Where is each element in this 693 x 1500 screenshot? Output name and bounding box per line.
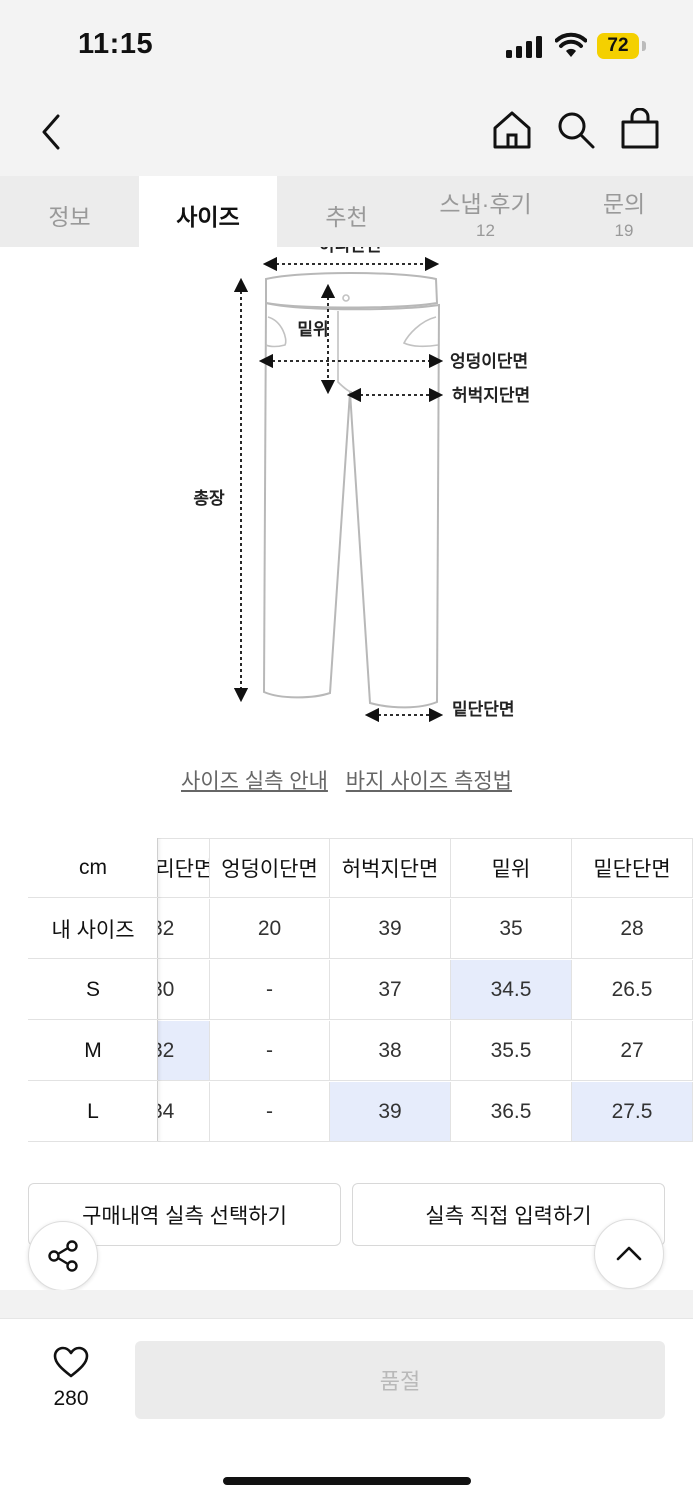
back-arrow-icon[interactable] (36, 112, 70, 152)
tab-inquiry[interactable]: 문의 19 (555, 176, 693, 247)
pants-size-diagram: 허리단면 밑위 엉덩이단면 허벅지단면 총장 (0, 247, 693, 747)
chevron-up-icon (616, 1246, 642, 1261)
label-waist: 허리단면 (319, 247, 382, 256)
purchase-history-button[interactable]: 구매내역 실측 선택하기 (28, 1183, 341, 1246)
wifi-icon (555, 32, 587, 57)
table-header-cell: 엉덩이단면 (210, 838, 330, 898)
table-header-cell: 밑위 (451, 838, 572, 898)
cellular-signal-icon (506, 36, 542, 58)
label-hip: 엉덩이단면 (450, 352, 528, 372)
table-cell: 37 (330, 960, 451, 1020)
table-cell: 32 (158, 899, 210, 959)
battery-tip (642, 41, 646, 51)
scroll-top-button[interactable] (594, 1219, 664, 1289)
tab-label: 스냅·후기 (439, 191, 532, 217)
size-table[interactable]: 허리단면 엉덩이단면 허벅지단면 밑위 밑단단면 32 20 39 35 28 … (28, 838, 693, 1142)
table-cell: 26.5 (572, 960, 693, 1020)
table-cell: 27 (572, 1021, 693, 1081)
label-rise: 밑위 (297, 320, 328, 340)
table-cell: 34 (158, 1082, 210, 1142)
home-icon[interactable] (492, 110, 532, 150)
manual-input-button[interactable]: 실측 직접 입력하기 (352, 1183, 665, 1246)
tab-label: 추천 (325, 204, 368, 230)
table-cell: - (210, 960, 330, 1020)
table-corner-cell: cm (28, 838, 158, 898)
search-icon[interactable] (556, 110, 596, 150)
sold-out-button[interactable]: 품절 (135, 1341, 665, 1419)
heart-icon[interactable] (52, 1345, 90, 1379)
label-length: 총장 (193, 489, 225, 509)
measure-guide-link[interactable]: 바지 사이즈 측정법 (345, 770, 512, 793)
like-count: 280 (53, 1387, 89, 1410)
label-hem: 밑단단면 (452, 700, 515, 720)
tab-label: 사이즈 (176, 204, 240, 230)
tab-count: 12 (476, 221, 495, 240)
tab-label: 정보 (48, 204, 91, 230)
table-header-cell: 밑단단면 (572, 838, 693, 898)
table-cell: 36.5 (451, 1082, 572, 1142)
shopping-bag-icon[interactable] (620, 108, 660, 150)
status-bar: 11:15 72 (0, 0, 693, 90)
table-cell: - (210, 1082, 330, 1142)
battery-level: 72 (597, 33, 639, 59)
table-header-cell: 허리단면 (158, 838, 210, 898)
table-cell: 35 (451, 899, 572, 959)
table-cell: 35.5 (451, 1021, 572, 1081)
row-label-l: L (28, 1082, 158, 1142)
table-cell-highlighted: 34.5 (451, 960, 572, 1020)
row-label-s: S (28, 960, 158, 1020)
tab-info[interactable]: 정보 (0, 176, 139, 247)
label-thigh: 허벅지단면 (452, 386, 530, 406)
bottom-action-bar: 280 품절 (0, 1318, 693, 1500)
table-cell-highlighted: 39 (330, 1082, 451, 1142)
row-label-my-size: 내 사이즈 (28, 899, 158, 959)
table-cell: 39 (330, 899, 451, 959)
table-cell: 20 (210, 899, 330, 959)
share-icon (48, 1240, 78, 1272)
table-fixed-column: cm 내 사이즈 S M L (28, 838, 158, 1142)
tab-snap-review[interactable]: 스냅·후기 12 (416, 176, 555, 247)
product-tabs: 정보 사이즈 추천 스냅·후기 12 문의 19 (0, 176, 693, 247)
top-nav (0, 90, 693, 176)
tab-count: 19 (614, 221, 634, 240)
share-button[interactable] (28, 1221, 98, 1291)
home-indicator (223, 1477, 471, 1485)
status-time: 11:15 (78, 28, 154, 60)
row-label-m: M (28, 1021, 158, 1081)
section-divider (0, 1290, 693, 1318)
size-guide-links: 사이즈 실측 안내 바지 사이즈 측정법 (0, 765, 693, 795)
table-cell: - (210, 1021, 330, 1081)
size-guide-link[interactable]: 사이즈 실측 안내 (181, 770, 328, 793)
tab-recommend[interactable]: 추천 (277, 176, 416, 247)
table-cell-highlighted: 27.5 (572, 1082, 693, 1142)
tab-label: 문의 (602, 191, 646, 217)
pants-illustration: 허리단면 밑위 엉덩이단면 허벅지단면 총장 (193, 247, 530, 723)
table-cell: 38 (330, 1021, 451, 1081)
table-cell: 28 (572, 899, 693, 959)
table-header-cell: 허벅지단면 (330, 838, 451, 898)
tab-size[interactable]: 사이즈 (139, 176, 277, 247)
table-cell: 30 (158, 960, 210, 1020)
table-cell-highlighted: 32 (158, 1021, 210, 1081)
